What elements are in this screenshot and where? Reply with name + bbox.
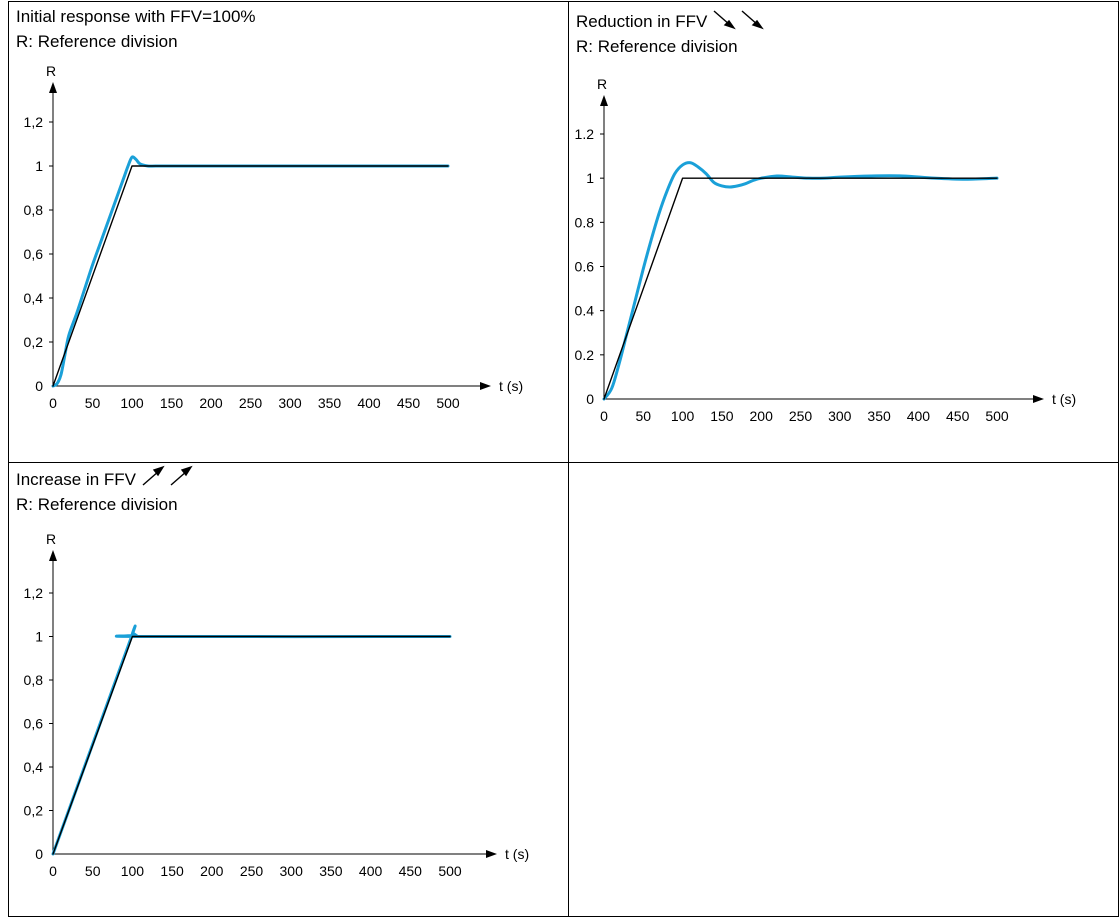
y-tick-label: 1,2 [24,585,44,601]
reference-curve [603,177,998,400]
x-tick-label: 250 [240,863,264,879]
y-axis-arrow [600,95,608,106]
panel-3-title: Increase in FFV [16,470,136,489]
y-tick-label: 0.6 [575,259,595,275]
panel-3-heading: Increase in FFV R: Reference division [16,465,199,517]
x-tick-label: 400 [907,408,931,424]
chart-3: Rt (s) 0 50 100 150 200 250 300 350 400 450 500 0 0,2… [24,531,530,879]
x-tick-label: 350 [867,408,891,424]
panel-1-subtitle: R: Reference division [16,32,178,51]
x-tick-label: 50 [85,395,101,411]
x-axis-label: t (s) [505,846,529,862]
response-curve [51,624,452,856]
y-tick-label: 0,4 [24,290,44,306]
y-tick-label: 0,4 [24,759,44,775]
x-tick-label: 150 [160,395,184,411]
x-tick-label: 50 [636,408,652,424]
x-tick-label: 500 [985,408,1009,424]
y-tick-label: 0,8 [24,202,44,218]
x-tick-label: 0 [49,395,57,411]
response-curve [602,161,999,401]
panel-4-empty [568,462,1119,917]
x-tick-label: 50 [85,863,101,879]
x-tick-label: 450 [397,395,421,411]
x-tick-label: 150 [160,863,184,879]
figure-grid: Initial response with FFV=100% R: Refere… [8,1,1119,917]
x-tick-label: 100 [121,863,145,879]
x-tick-label: 100 [671,408,695,424]
x-tick-label: 350 [318,395,342,411]
chart-2: Rt (s) 0 50 100 150 200 250 300 350 400 450 500 0 0.2… [575,76,1077,424]
x-tick-label: 450 [946,408,970,424]
y-tick-label: 1 [586,170,594,186]
chart-1: Rt (s) 0 50 100 150 200 250 300 350 400 450 500 0 0,2… [24,63,524,411]
y-tick-label: 0.4 [575,303,595,319]
x-tick-label: 300 [278,395,302,411]
panel-1: Initial response with FFV=100% R: Refere… [8,1,569,463]
x-tick-label: 300 [280,863,304,879]
x-tick-label: 100 [120,395,144,411]
y-axis-arrow [49,550,57,561]
down-right-arrow-icon [713,10,765,30]
response-curve [51,155,450,388]
x-tick-label: 500 [438,863,462,879]
x-tick-label: 350 [319,863,343,879]
x-tick-label: 250 [239,395,263,411]
x-axis-arrow [1033,395,1044,403]
x-axis-arrow [480,382,491,390]
panel-2-heading: Reduction in FFV R: Reference division [576,7,770,59]
y-axis-label: R [46,531,56,547]
panel-1-title: Initial response with FFV=100% [16,7,256,26]
y-tick-label: 0.2 [575,347,595,363]
x-tick-label: 400 [359,863,383,879]
x-tick-label: 500 [436,395,460,411]
y-tick-label: 0,6 [24,716,44,732]
y-axis-label: R [46,63,56,79]
x-tick-label: 150 [710,408,734,424]
up-right-arrow-icon [142,465,193,486]
x-axis-label: t (s) [1052,391,1076,407]
y-tick-label: 1,2 [24,114,44,130]
y-tick-label: 0,2 [24,803,44,819]
x-tick-label: 400 [357,395,381,411]
x-axis-arrow [486,850,497,858]
y-tick-label: 1 [35,629,43,645]
panel-2-subtitle: R: Reference division [576,37,738,56]
x-tick-label: 200 [750,408,774,424]
x-tick-label: 250 [789,408,813,424]
y-axis-arrow [49,82,57,93]
x-tick-label: 0 [49,863,57,879]
y-tick-label: 0 [586,391,594,407]
y-tick-label: 0,2 [24,334,44,350]
x-tick-label: 300 [828,408,852,424]
panel-2: Reduction in FFV R: Reference division R… [568,1,1119,463]
reference-curve [52,165,449,387]
x-tick-label: 450 [399,863,423,879]
x-tick-label: 200 [200,863,224,879]
panel-1-heading: Initial response with FFV=100% R: Refere… [16,4,256,54]
x-tick-label: 0 [600,408,608,424]
y-tick-label: 0,6 [24,246,44,262]
y-tick-label: 0,8 [24,672,44,688]
reference-curve [52,635,451,855]
panel-2-title: Reduction in FFV [576,12,708,31]
y-tick-label: 1.2 [575,126,595,142]
x-tick-label: 200 [199,395,223,411]
y-tick-label: 1 [35,158,43,174]
y-tick-label: 0 [35,846,43,862]
y-axis-label: R [597,76,607,92]
y-tick-label: 0 [35,378,43,394]
panel-3-subtitle: R: Reference division [16,495,178,514]
x-axis-label: t (s) [499,378,523,394]
y-tick-label: 0.8 [575,214,595,230]
